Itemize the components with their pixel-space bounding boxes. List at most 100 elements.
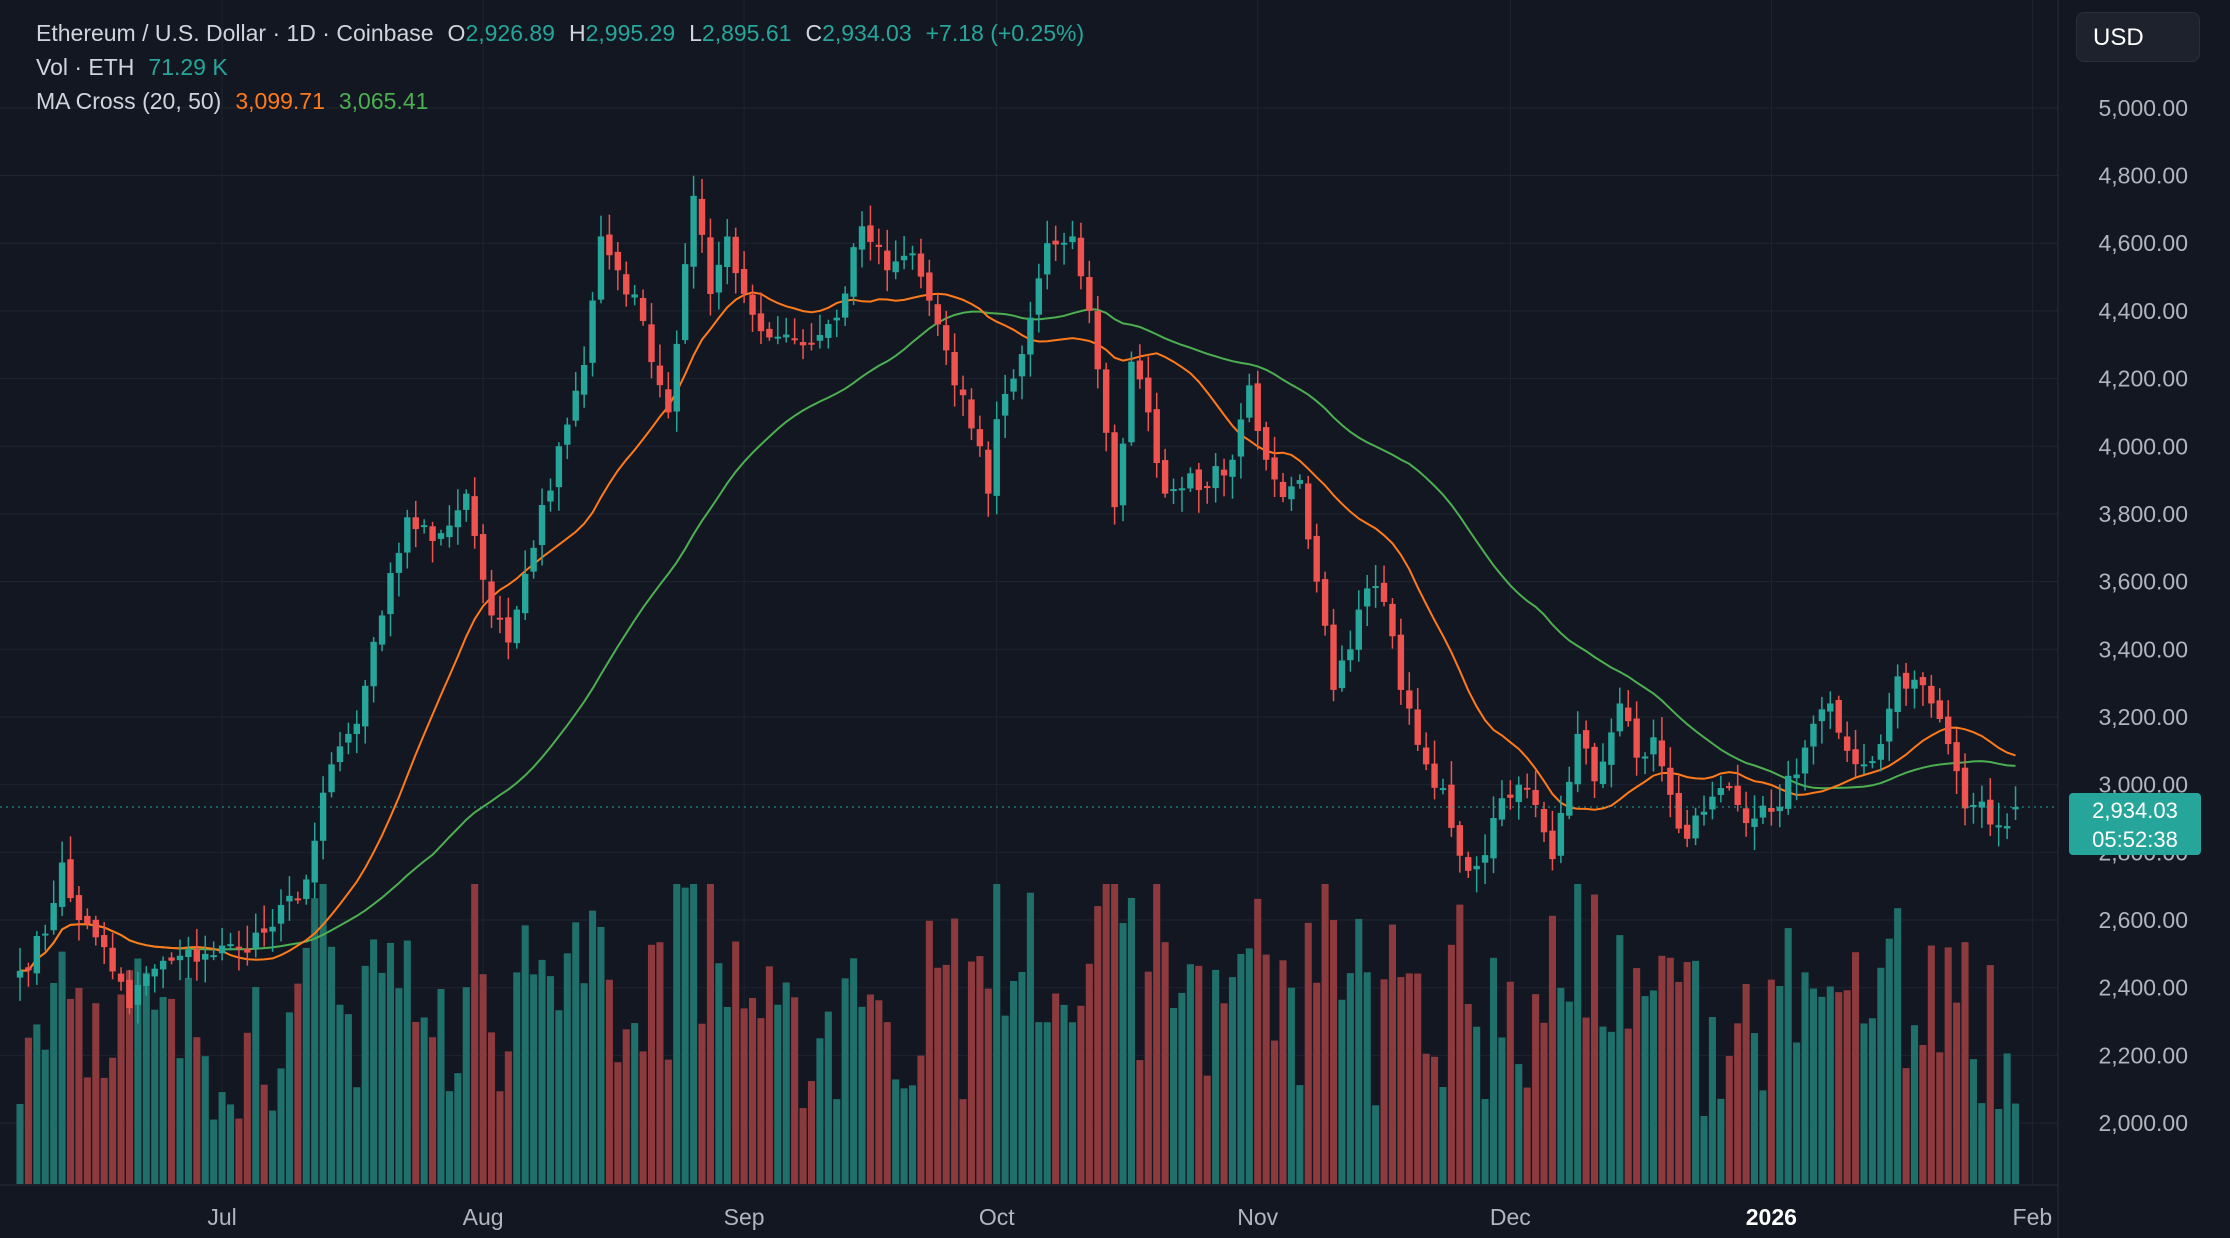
volume-bar [1793,1042,1801,1184]
volume-bar [900,1088,908,1184]
candle-body [1978,801,1986,808]
candle-body [1557,812,1565,856]
candle-body [286,895,293,902]
volume-bar [277,1068,285,1184]
candle-body [33,936,41,974]
volume-bar [1692,960,1700,1184]
volume-bar [622,1029,630,1184]
volume-legend[interactable]: Vol · ETH 71.29 K [36,52,228,82]
candle-body [690,195,697,267]
volume-bar [1380,979,1388,1184]
candle-body [1793,774,1800,779]
volume-bar [462,987,470,1184]
low-value: 2,895.61 [701,20,792,46]
volume-bar [1767,979,1775,1184]
volume-bar [50,982,58,1184]
candle-body [67,859,74,899]
candle-body [522,573,529,614]
volume-bar [1178,992,1186,1184]
symbol-title[interactable]: Ethereum / U.S. Dollar · 1D · Coinbase [36,20,434,46]
candle-body [816,334,824,341]
volume-bar [1784,928,1792,1184]
candle-body [825,323,832,338]
volume-bar [1473,1026,1481,1184]
candle-body [715,264,723,293]
volume-bar [1995,1108,2003,1184]
candle-body [1566,781,1573,816]
ma-cross-legend[interactable]: MA Cross (20, 50) 3,099.71 3,065.41 [36,86,428,116]
volume-bar [479,974,487,1184]
volume-bar [1035,1022,1043,1184]
volume-bar [1683,962,1691,1184]
volume-bar [1927,945,1935,1184]
volume-bar [858,1006,866,1184]
candle-body [1077,237,1085,277]
volume-bar [1801,972,1809,1184]
candle-body [1473,865,1480,870]
candle-body [50,903,57,931]
volume-bar [1296,1085,1304,1184]
volume-bar [1043,1022,1051,1184]
candle-body [227,944,234,947]
volume-bar [1936,1052,1944,1184]
candle-body [185,949,192,957]
volume-bar [1919,1045,1927,1184]
candle-body [244,948,251,953]
candle-body [1372,586,1379,589]
volume-bar [698,1023,706,1184]
volume-bar [967,961,975,1184]
candle-body [101,935,108,948]
candle-body [757,313,765,332]
volume-bar [1515,1064,1523,1184]
volume-bar [530,974,538,1184]
volume-bar [2003,1053,2011,1184]
volume-bar [1860,1023,1868,1184]
candle-body [1439,788,1447,791]
volume-bar [715,963,723,1184]
price-axis[interactable]: 2,000.002,200.002,400.002,600.002,800.00… [2098,95,2188,1136]
volume-bar [1052,993,1060,1184]
candle-body [791,338,798,341]
volume-bar [589,910,597,1184]
candle-body [740,268,748,294]
candle-body [724,236,731,268]
candle-body [513,609,520,644]
volume-bar [799,1108,807,1184]
candle-body [589,300,596,363]
volume-bar [1245,948,1253,1184]
candle-body [1237,419,1245,457]
volume-bar [1304,922,1312,1184]
volume-bar [58,951,66,1184]
candle-body [959,389,967,396]
price-tick-label: 2,200.00 [2098,1042,2188,1068]
candle-body [151,968,158,977]
currency-button[interactable]: USD [2076,12,2200,62]
price-tick-label: 4,000.00 [2098,433,2188,459]
candle-body [530,547,537,572]
candle-body [505,617,512,643]
candle-body [1658,740,1666,767]
candle-body [252,932,259,949]
volume-bar [168,998,176,1184]
candle-body [1220,469,1228,476]
volume-bar [984,988,992,1184]
candle-body [1204,486,1211,489]
candle-body [580,365,588,395]
candle-body [1877,744,1885,760]
candle-body [732,236,739,274]
volume-bar [269,1110,277,1184]
volume-bar [1068,1022,1077,1184]
candle-body [841,293,849,318]
candle-body [1540,809,1548,833]
candle-body [1860,764,1868,767]
volume-bar [892,1079,900,1184]
candle-body [1549,830,1556,860]
candle-body [159,960,167,970]
ma-20-line [19,291,2016,972]
candle-body [766,328,773,338]
time-axis[interactable]: Jul Aug Sep Oct Nov Dec 2026 Feb [207,1204,2052,1230]
volume-bar [412,1021,420,1184]
candle-body [1641,756,1649,759]
